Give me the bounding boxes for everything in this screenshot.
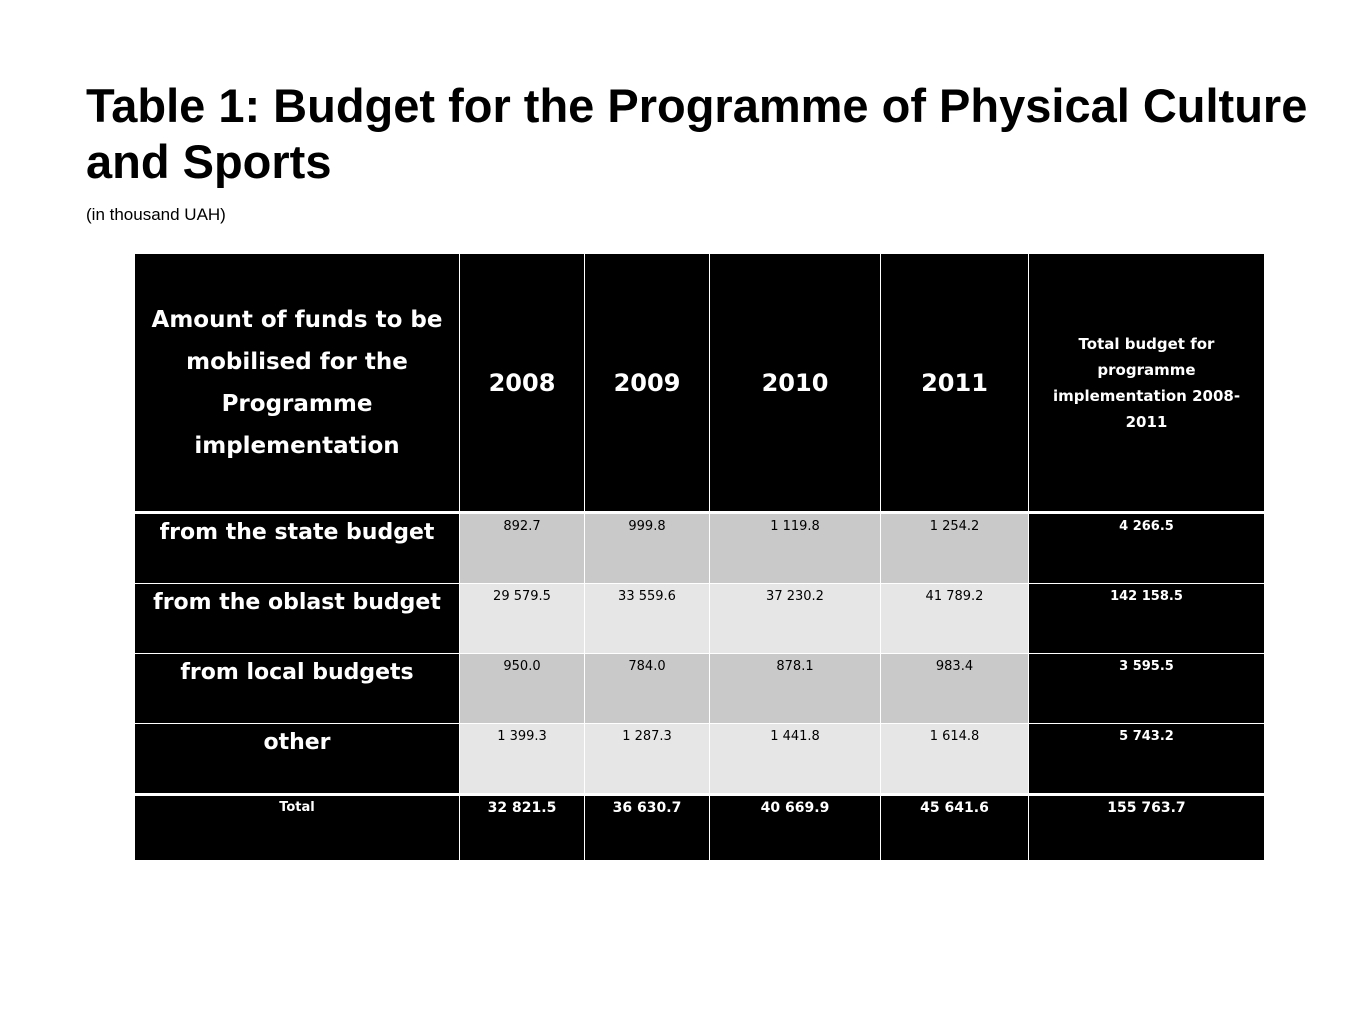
- column-header-total: Total budget for programme implementatio…: [1028, 253, 1265, 513]
- table-cell: 983.4: [880, 653, 1029, 724]
- table-cell: 1 614.8: [880, 723, 1029, 795]
- table-total-row: Total 32 821.5 36 630.7 40 669.9 45 641.…: [134, 793, 1265, 861]
- column-header-funds: Amount of funds to be mobilised for the …: [134, 253, 460, 513]
- row-total-cell: 4 266.5: [1028, 511, 1265, 584]
- total-cell: 32 821.5: [459, 793, 585, 861]
- column-header-2011: 2011: [880, 253, 1029, 513]
- table-cell: 1 119.8: [709, 511, 881, 584]
- table-cell: 1 441.8: [709, 723, 881, 795]
- row-total-cell: 142 158.5: [1028, 583, 1265, 654]
- row-label: from the state budget: [134, 511, 460, 584]
- table-header-row: Amount of funds to be mobilised for the …: [134, 253, 1265, 513]
- table-cell: 999.8: [584, 511, 710, 584]
- table-row: from local budgets 950.0 784.0 878.1 983…: [134, 653, 1265, 724]
- table-cell: 1 287.3: [584, 723, 710, 795]
- column-header-2010: 2010: [709, 253, 881, 513]
- grand-total-cell: 155 763.7: [1028, 793, 1265, 861]
- page-title: Table 1: Budget for the Programme of Phy…: [86, 79, 1308, 188]
- table-cell: 29 579.5: [459, 583, 585, 654]
- table-cell: 33 559.6: [584, 583, 710, 654]
- table-cell: 892.7: [459, 511, 585, 584]
- row-total-cell: 5 743.2: [1028, 723, 1265, 795]
- unit-note: (in thousand UAH): [86, 205, 226, 224]
- table-cell: 41 789.2: [880, 583, 1029, 654]
- table-row: other 1 399.3 1 287.3 1 441.8 1 614.8 5 …: [134, 723, 1265, 795]
- table-row: from the oblast budget 29 579.5 33 559.6…: [134, 583, 1265, 654]
- column-header-2008: 2008: [459, 253, 585, 513]
- table-cell: 1 254.2: [880, 511, 1029, 584]
- row-label: from local budgets: [134, 653, 460, 724]
- row-label: from the oblast budget: [134, 583, 460, 654]
- table-cell: 1 399.3: [459, 723, 585, 795]
- table-cell: 878.1: [709, 653, 881, 724]
- budget-table: Amount of funds to be mobilised for the …: [134, 253, 1265, 861]
- total-cell: 40 669.9: [709, 793, 881, 861]
- column-header-2009: 2009: [584, 253, 710, 513]
- table-row: from the state budget 892.7 999.8 1 119.…: [134, 511, 1265, 584]
- table-cell: 37 230.2: [709, 583, 881, 654]
- table-cell: 950.0: [459, 653, 585, 724]
- row-total-cell: 3 595.5: [1028, 653, 1265, 724]
- total-cell: 45 641.6: [880, 793, 1029, 861]
- total-cell: 36 630.7: [584, 793, 710, 861]
- table-cell: 784.0: [584, 653, 710, 724]
- row-label: other: [134, 723, 460, 795]
- total-row-label: Total: [134, 793, 460, 861]
